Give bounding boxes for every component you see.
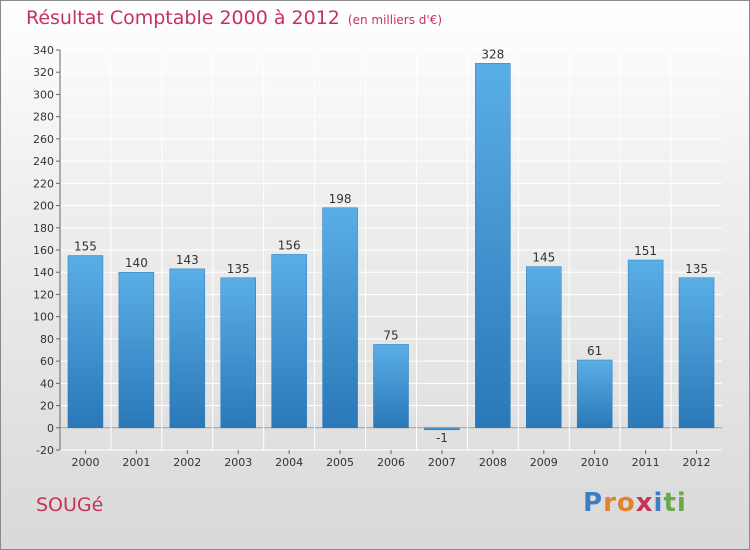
x-tick-label: 2002 bbox=[173, 456, 201, 469]
y-tick-label: 180 bbox=[33, 222, 54, 235]
y-tick-label: 140 bbox=[33, 266, 54, 279]
logo-letter: P bbox=[583, 488, 604, 518]
bar bbox=[271, 254, 307, 429]
data-label: 61 bbox=[587, 344, 602, 358]
x-tick-label: 2012 bbox=[683, 456, 711, 469]
y-tick-label: 280 bbox=[33, 111, 54, 124]
data-label: 156 bbox=[278, 238, 301, 252]
data-label: 140 bbox=[125, 256, 148, 270]
data-label: 145 bbox=[532, 251, 555, 265]
y-tick-label: 160 bbox=[33, 244, 54, 257]
bar bbox=[169, 268, 206, 429]
proxiti-logo[interactable]: Proxiti bbox=[583, 488, 687, 518]
x-tick-label: 2000 bbox=[71, 456, 99, 469]
x-tick-label: 2001 bbox=[122, 456, 150, 469]
y-tick-label: 220 bbox=[33, 177, 54, 190]
bar bbox=[118, 271, 155, 429]
data-label: 155 bbox=[74, 240, 97, 254]
x-tick-label: 2010 bbox=[581, 456, 609, 469]
x-tick-label: 2011 bbox=[632, 456, 660, 469]
y-tick-label: 100 bbox=[33, 311, 54, 324]
y-tick-label: 300 bbox=[33, 88, 54, 101]
x-tick-label: 2008 bbox=[479, 456, 507, 469]
data-label: 135 bbox=[227, 262, 250, 276]
y-tick-label: 40 bbox=[40, 377, 54, 390]
y-tick-label: 320 bbox=[33, 66, 54, 79]
bar bbox=[678, 277, 715, 429]
logo-letter: i bbox=[653, 488, 664, 518]
y-tick-label: -20 bbox=[36, 444, 54, 457]
y-tick-label: 260 bbox=[33, 133, 54, 146]
bar bbox=[220, 277, 256, 429]
x-tick-label: 2006 bbox=[377, 456, 405, 469]
x-tick-label: 2009 bbox=[530, 456, 558, 469]
y-tick-label: 80 bbox=[40, 333, 54, 346]
chart-unit-note: (en milliers d'€) bbox=[347, 13, 443, 27]
place-name: SOUGé bbox=[36, 494, 104, 516]
y-tick-label: 200 bbox=[33, 200, 54, 213]
bar bbox=[67, 255, 104, 429]
chart-title: Résultat Comptable 2000 à 2012 (en millie… bbox=[26, 7, 442, 29]
data-label: 143 bbox=[176, 253, 199, 267]
y-tick-label: 240 bbox=[33, 155, 54, 168]
x-tick-label: 2004 bbox=[275, 456, 303, 469]
bar bbox=[475, 63, 511, 429]
bar bbox=[627, 259, 664, 429]
chart-title-text: Résultat Comptable 2000 à 2012 bbox=[26, 7, 340, 29]
y-tick-label: 120 bbox=[33, 288, 54, 301]
data-label: 135 bbox=[685, 262, 708, 276]
y-tick-label: 340 bbox=[33, 44, 54, 57]
data-label: 75 bbox=[383, 328, 398, 342]
data-label: 198 bbox=[329, 192, 352, 206]
logo-letter: r bbox=[603, 488, 617, 518]
bar bbox=[373, 344, 409, 429]
y-tick-label: 20 bbox=[40, 400, 54, 413]
bar bbox=[576, 359, 613, 429]
data-label: -1 bbox=[436, 431, 448, 445]
y-tick-label: 0 bbox=[47, 422, 54, 435]
bar bbox=[424, 427, 460, 431]
y-tick-label: 60 bbox=[40, 355, 54, 368]
bar bbox=[322, 207, 358, 429]
logo-letter: t bbox=[663, 488, 677, 518]
data-label: 328 bbox=[481, 47, 504, 61]
x-tick-label: 2003 bbox=[224, 456, 252, 469]
logo-letter: o bbox=[616, 488, 636, 518]
bar bbox=[526, 266, 562, 429]
x-tick-label: 2005 bbox=[326, 456, 354, 469]
x-tick-label: 2007 bbox=[428, 456, 456, 469]
data-label: 151 bbox=[634, 244, 657, 258]
logo-letter: x bbox=[635, 488, 654, 518]
logo-letter: i bbox=[676, 488, 687, 518]
